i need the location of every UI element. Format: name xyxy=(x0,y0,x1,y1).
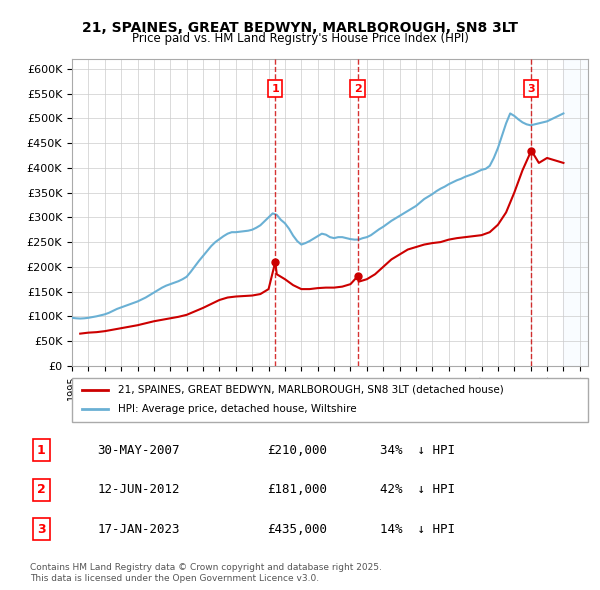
Text: 1: 1 xyxy=(37,444,46,457)
Text: £181,000: £181,000 xyxy=(267,483,327,496)
Text: 14%  ↓ HPI: 14% ↓ HPI xyxy=(380,523,455,536)
Text: 12-JUN-2012: 12-JUN-2012 xyxy=(98,483,180,496)
Bar xyxy=(563,59,588,366)
Text: 2: 2 xyxy=(37,483,46,496)
Text: 3: 3 xyxy=(527,84,535,94)
Text: 3: 3 xyxy=(37,523,46,536)
Text: 42%  ↓ HPI: 42% ↓ HPI xyxy=(380,483,455,496)
Text: £210,000: £210,000 xyxy=(267,444,327,457)
Text: £435,000: £435,000 xyxy=(267,523,327,536)
Text: 21, SPAINES, GREAT BEDWYN, MARLBOROUGH, SN8 3LT (detached house): 21, SPAINES, GREAT BEDWYN, MARLBOROUGH, … xyxy=(118,385,504,395)
Text: 34%  ↓ HPI: 34% ↓ HPI xyxy=(380,444,455,457)
Text: Contains HM Land Registry data © Crown copyright and database right 2025.
This d: Contains HM Land Registry data © Crown c… xyxy=(30,563,382,583)
Text: 30-MAY-2007: 30-MAY-2007 xyxy=(98,444,180,457)
FancyBboxPatch shape xyxy=(72,378,588,422)
Text: 17-JAN-2023: 17-JAN-2023 xyxy=(98,523,180,536)
Text: 1: 1 xyxy=(271,84,279,94)
Text: Price paid vs. HM Land Registry's House Price Index (HPI): Price paid vs. HM Land Registry's House … xyxy=(131,32,469,45)
Text: 2: 2 xyxy=(354,84,362,94)
Text: HPI: Average price, detached house, Wiltshire: HPI: Average price, detached house, Wilt… xyxy=(118,405,357,414)
Text: 21, SPAINES, GREAT BEDWYN, MARLBOROUGH, SN8 3LT: 21, SPAINES, GREAT BEDWYN, MARLBOROUGH, … xyxy=(82,21,518,35)
